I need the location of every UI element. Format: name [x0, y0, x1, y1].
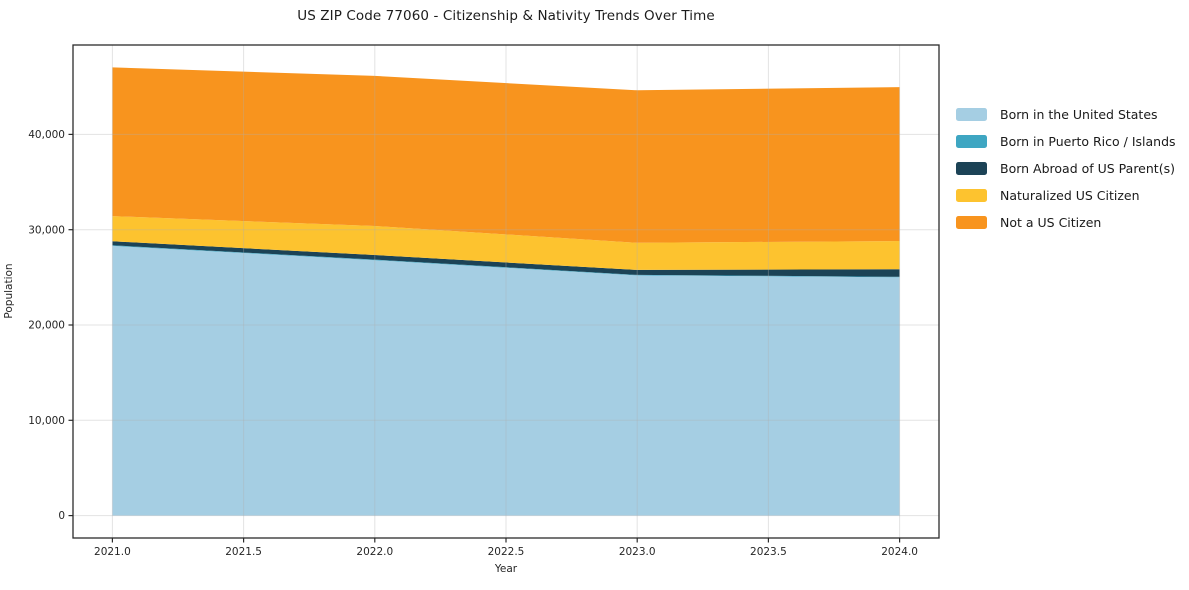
y-tick-label: 0 — [58, 510, 65, 522]
y-tick-label: 10,000 — [28, 415, 65, 427]
stacked-area-2 — [112, 241, 900, 277]
legend-swatch-puerto-rico — [956, 135, 987, 148]
legend-swatch-born-abroad — [956, 162, 987, 175]
y-tick-label: 20,000 — [28, 320, 65, 332]
legend-item: Born in the United States — [956, 101, 1176, 128]
chart-title: US ZIP Code 77060 - Citizenship & Nativi… — [297, 8, 715, 24]
x-axis-title: Year — [494, 563, 518, 575]
x-tick-label: 2024.0 — [881, 546, 918, 558]
stacked-area-3 — [112, 216, 900, 270]
legend: Born in the United States Born in Puerto… — [956, 101, 1176, 236]
legend-label: Naturalized US Citizen — [1000, 188, 1140, 203]
x-tick-label: 2021.5 — [225, 546, 262, 558]
y-axis-title: Population — [3, 263, 15, 319]
legend-item: Born in Puerto Rico / Islands — [956, 128, 1176, 155]
y-tick-label: 40,000 — [28, 129, 65, 141]
legend-label: Born Abroad of US Parent(s) — [1000, 161, 1175, 176]
legend-item: Not a US Citizen — [956, 209, 1176, 236]
x-tick-label: 2023.0 — [619, 546, 656, 558]
legend-item: Born Abroad of US Parent(s) — [956, 155, 1176, 182]
stacked-area-0 — [112, 245, 900, 516]
legend-swatch-naturalized — [956, 189, 987, 202]
x-tick-label: 2022.0 — [356, 546, 393, 558]
legend-item: Naturalized US Citizen — [956, 182, 1176, 209]
x-tick-label: 2022.5 — [488, 546, 525, 558]
legend-label: Not a US Citizen — [1000, 215, 1102, 230]
y-tick-label: 30,000 — [28, 224, 65, 236]
x-tick-label: 2021.0 — [94, 546, 131, 558]
x-tick-label: 2023.5 — [750, 546, 787, 558]
legend-label: Born in the United States — [1000, 107, 1158, 122]
stacked-area-4 — [112, 67, 900, 243]
legend-swatch-born-us — [956, 108, 987, 121]
legend-swatch-not-citizen — [956, 216, 987, 229]
legend-label: Born in Puerto Rico / Islands — [1000, 134, 1176, 149]
